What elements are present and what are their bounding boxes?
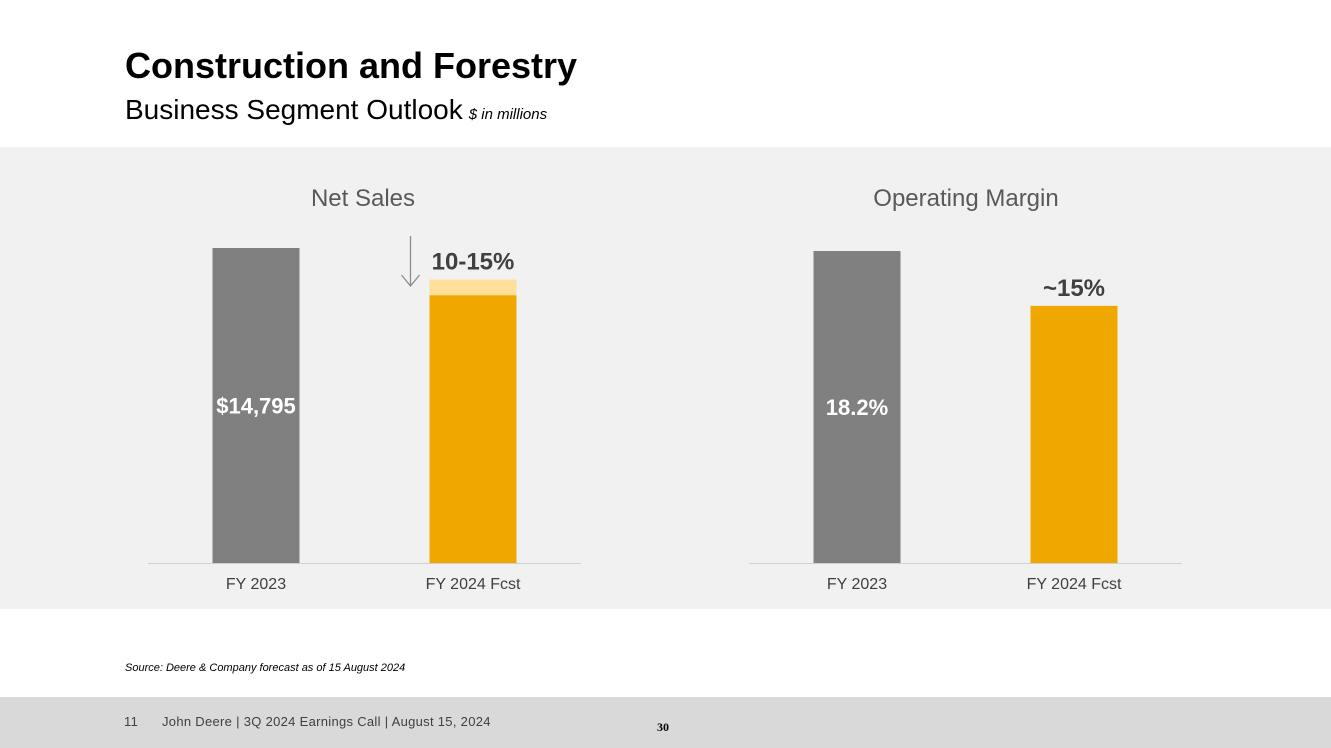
- data-label: 10-15%: [432, 248, 515, 275]
- x-tick-label: FY 2023: [226, 576, 286, 593]
- bar: [1030, 305, 1118, 563]
- charts-svg: Net Sales FY 2023 $14,795 FY 2024 Fcst 10-15…: [148, 185, 1182, 593]
- chart-title: Operating Margin: [873, 185, 1058, 212]
- down-arrow-icon: [400, 236, 421, 288]
- page-number: 30: [657, 720, 669, 734]
- data-label: ~15%: [1043, 275, 1105, 302]
- chart-title: Net Sales: [311, 185, 415, 212]
- source-note: Source: Deere & Company forecast as of 1…: [125, 662, 406, 674]
- x-tick-label: FY 2024 Fcst: [1027, 576, 1122, 593]
- footer-bar: 11 John Deere | 3Q 2024 Earnings Call | …: [0, 697, 1331, 748]
- bar: [429, 295, 517, 563]
- data-label: $14,795: [216, 394, 296, 419]
- units-note: $ in millions: [468, 106, 548, 123]
- arrow-head: [400, 274, 421, 288]
- slide-number: 11: [124, 714, 139, 729]
- net-sales-chart: Net Sales FY 2023 $14,795 FY 2024 Fcst 10-15…: [148, 185, 581, 593]
- operating-margin-chart: Operating Margin FY 2023 18.2% FY 2024 Fcst…: [749, 185, 1182, 593]
- data-label: 18.2%: [826, 395, 888, 420]
- x-tick-label: FY 2023: [827, 576, 887, 593]
- slide-subtitle: Business Segment Outlook $ in millions: [125, 92, 547, 133]
- chart-panel: Net Sales FY 2023 $14,795 FY 2024 Fcst 10-15…: [0, 147, 1331, 609]
- x-tick-label: FY 2024 Fcst: [426, 576, 521, 593]
- bar: [813, 251, 901, 563]
- bar: [212, 248, 300, 563]
- subtitle-text: Business Segment Outlook: [125, 94, 463, 125]
- bar-range-segment: [429, 279, 517, 296]
- slide-title: Construction and Forestry: [125, 45, 578, 86]
- footer-text: John Deere | 3Q 2024 Earnings Call | Aug…: [162, 714, 491, 729]
